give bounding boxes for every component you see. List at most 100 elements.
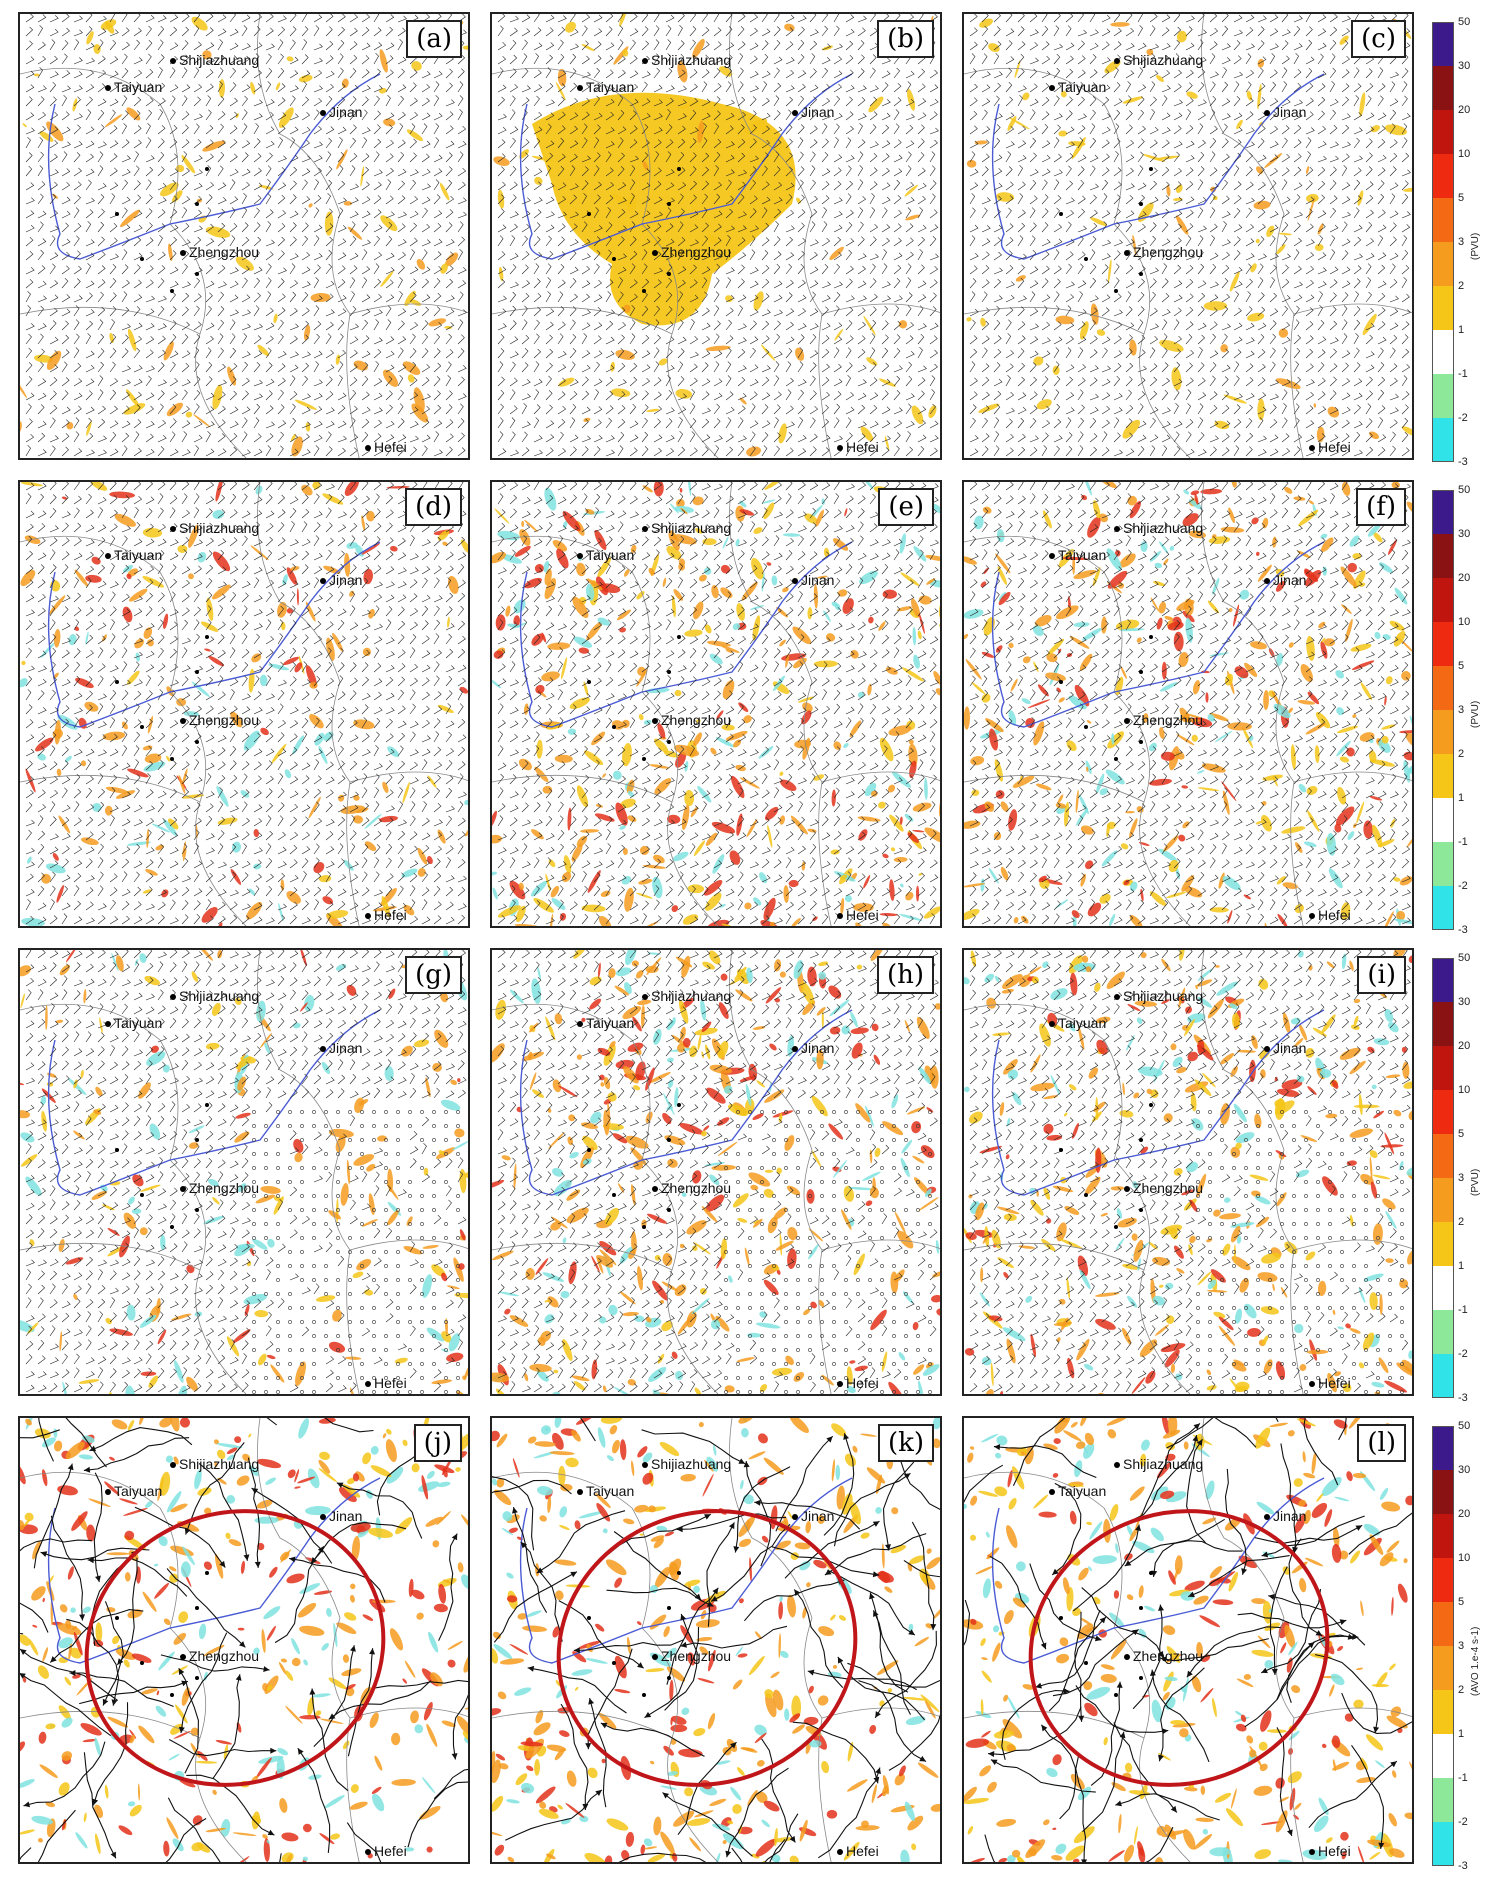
- wind-barb: [1353, 404, 1361, 415]
- wind-barb: [1029, 179, 1037, 191]
- wind-barb: [73, 235, 80, 247]
- wind-barb: [169, 635, 178, 645]
- wind-barb: [265, 239, 275, 247]
- wind-barb: [145, 122, 151, 135]
- wind-barb: [325, 14, 334, 23]
- wind-barb: [325, 376, 333, 387]
- wind-barb: [581, 25, 588, 37]
- wind-barb: [1233, 393, 1243, 401]
- wind-barb: [1317, 445, 1324, 457]
- wind-barb: [217, 264, 226, 275]
- wind-barb: [1401, 123, 1408, 135]
- wind-barb: [1269, 125, 1279, 135]
- wind-barb: [325, 537, 334, 547]
- wind-barb: [1341, 83, 1350, 93]
- wind-barb: [193, 25, 200, 37]
- wind-barb: [545, 390, 553, 401]
- wind-barb: [253, 623, 263, 631]
- wind-barb: [737, 264, 745, 275]
- wind-barb: [421, 70, 431, 79]
- wind-barb: [545, 54, 554, 65]
- wind-barb: [37, 249, 45, 261]
- wind-barb: [133, 322, 143, 331]
- wind-barb: [981, 238, 991, 247]
- wind-barb: [349, 622, 359, 631]
- wind-barb: [121, 775, 130, 785]
- wind-barb: [229, 591, 237, 603]
- wind-barb: [545, 334, 553, 345]
- wind-barb: [433, 251, 442, 261]
- wind-barb: [1053, 53, 1061, 65]
- wind-barb: [749, 235, 756, 247]
- wind-barb: [85, 209, 94, 219]
- wind-barb: [1125, 404, 1134, 415]
- wind-barb: [1257, 236, 1265, 247]
- wind-barb: [181, 676, 189, 687]
- wind-barb: [229, 406, 239, 415]
- wind-barb: [97, 703, 104, 715]
- pv-patch: [1175, 184, 1183, 193]
- wind-barb: [1005, 418, 1013, 429]
- wind-barb: [1257, 435, 1267, 443]
- wind-barb: [457, 95, 464, 107]
- wind-barb: [1041, 445, 1048, 457]
- wind-barb: [1209, 281, 1219, 289]
- wind-barb: [1365, 291, 1372, 303]
- wind-barb: [1233, 126, 1243, 135]
- wind-barb: [97, 348, 105, 359]
- wind-barb: [1317, 42, 1327, 51]
- wind-barb: [1125, 70, 1135, 79]
- wind-barb: [1173, 125, 1182, 135]
- wind-barb: [1269, 98, 1279, 107]
- wind-barb: [433, 265, 443, 275]
- wind-barb: [761, 293, 770, 303]
- wind-barb: [1401, 180, 1409, 191]
- wind-barb: [1077, 154, 1087, 163]
- wind-barb: [1281, 417, 1288, 429]
- wind-barb: [133, 759, 139, 771]
- wind-barb: [557, 236, 565, 247]
- wind-barb: [289, 761, 298, 771]
- wind-barb: [1161, 249, 1167, 261]
- wind-barb: [917, 83, 926, 93]
- city-label-shijiazhuang: Shijiazhuang: [1114, 52, 1203, 68]
- wind-barb: [457, 197, 467, 205]
- pv-patch: [216, 785, 229, 807]
- wind-barb: [509, 39, 517, 51]
- pv-patch: [182, 841, 186, 858]
- wind-barb: [337, 550, 345, 561]
- wind-barb: [1197, 14, 1205, 23]
- wind-barb: [1221, 57, 1231, 65]
- wind-barb: [373, 706, 383, 715]
- pv-patch: [344, 482, 359, 497]
- wind-barb: [205, 749, 215, 757]
- wind-barb: [1089, 406, 1099, 415]
- wind-barb: [157, 634, 165, 645]
- pv-patch: [437, 530, 450, 541]
- wind-barb: [1041, 265, 1050, 275]
- wind-barb: [1233, 404, 1241, 415]
- wind-barb: [325, 208, 333, 219]
- wind-barb: [969, 83, 978, 93]
- wind-barb: [61, 691, 70, 701]
- wind-barb: [569, 194, 578, 205]
- wind-barb: [1101, 431, 1108, 443]
- wind-barb: [1173, 237, 1182, 247]
- city-marker: [1124, 250, 1130, 257]
- wind-barb: [265, 263, 272, 275]
- wind-barb: [773, 404, 781, 415]
- wind-barb: [1341, 196, 1351, 205]
- wind-barb: [545, 362, 553, 373]
- pv-patch: [326, 910, 349, 919]
- pv-patch: [1401, 426, 1412, 436]
- wind-barb: [701, 222, 709, 233]
- pv-patch: [246, 901, 263, 920]
- wind-barb: [313, 434, 323, 443]
- wind-barb: [133, 194, 142, 205]
- wind-barb: [1017, 235, 1024, 247]
- wind-barb: [385, 566, 395, 575]
- wind-barb: [409, 446, 417, 457]
- wind-barb: [917, 365, 927, 373]
- wind-barb: [445, 390, 453, 401]
- wind-barb: [421, 635, 430, 645]
